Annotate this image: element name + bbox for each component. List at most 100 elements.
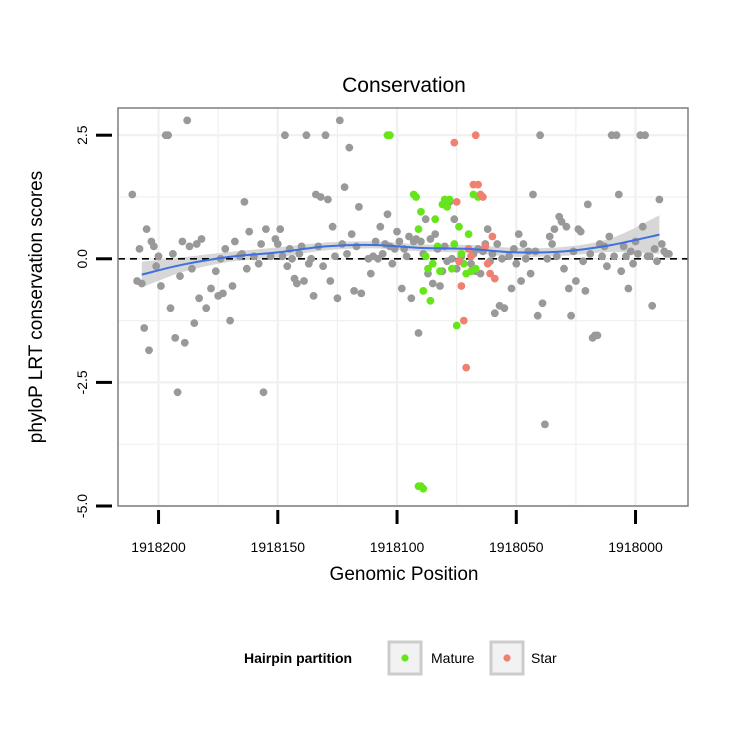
point-other [180,338,189,347]
point-other [326,277,335,285]
point-other [431,230,440,239]
y-tick-label: 2.5 [74,125,90,145]
x-tick-label: 1918150 [251,539,306,555]
point-other [541,420,549,429]
point-other [533,311,542,320]
y-tick-label: -2.5 [74,370,90,394]
point-other [340,183,349,192]
point-other [309,292,318,300]
point-other [355,203,363,211]
point-other [638,222,647,231]
point-other [545,232,554,241]
point-other [557,217,566,226]
point-other [324,195,332,204]
point-mature [426,296,435,305]
point-other [645,252,654,261]
point-other [183,116,192,125]
point-other [405,232,413,241]
point-other [333,294,342,303]
legend-mature-swatch [401,654,409,662]
point-other [562,222,571,231]
point-star [471,131,480,140]
point-other [378,250,387,258]
point-other [476,269,485,278]
point-other [169,250,177,258]
point-other [388,259,397,268]
x-axis: 1918200 1918150 1918100 1918050 1918000 [131,510,663,555]
point-other [560,264,568,273]
point-other [281,131,289,140]
point-other [219,289,227,298]
point-star [490,274,499,283]
point-other [507,284,516,293]
point-mature [448,264,456,273]
point-other [624,284,633,293]
chart-title: Conservation [342,74,466,97]
point-other [231,237,239,246]
point-other [543,254,552,263]
point-other [402,252,411,261]
point-other [240,198,249,206]
point-other [185,242,194,251]
point-other [226,316,235,325]
point-other [500,304,509,313]
point-other [152,262,161,271]
point-other [166,304,175,313]
point-mature [412,193,420,201]
point-other [603,262,611,271]
point-mature [471,264,480,273]
point-other [157,282,165,290]
point-other [171,334,180,342]
point-other [176,272,184,280]
point-other [262,225,270,234]
point-other [335,116,344,125]
point-other [188,264,196,273]
point-other [135,245,144,253]
point-mature [436,267,444,276]
point-other [195,294,204,303]
point-other [490,309,499,318]
point-other [414,329,423,337]
point-star [479,193,487,201]
point-other [328,222,337,231]
point-star [488,232,497,241]
point-other [371,237,380,246]
x-tick-label: 1918100 [370,539,425,555]
point-other [483,225,492,234]
point-other [617,267,626,276]
point-other [357,289,366,298]
point-other [576,227,585,236]
point-other [173,388,182,397]
legend-title: Hairpin partition [244,650,352,666]
point-other [197,235,206,243]
y-axis-label: phyloP LRT conservation scores [26,171,47,444]
point-other [650,245,659,253]
point-other [564,284,573,293]
point-other [593,331,602,340]
point-other [273,240,282,248]
point-other [648,301,657,310]
legend-star-swatch [503,654,511,662]
point-other [192,240,201,248]
point-other [350,287,358,295]
data-points [128,116,673,493]
point-star [452,198,461,206]
point-star [450,138,459,147]
smooth-trend-line [141,233,660,276]
point-other [498,254,506,263]
point-star [481,242,490,251]
point-other [450,215,459,224]
point-other [331,252,339,261]
point-mature [386,131,394,140]
point-mature [417,207,425,216]
point-other [448,254,456,263]
legend: Hairpin partition Mature Star [244,640,557,676]
y-tick-label: 0.0 [74,249,90,269]
point-other [610,252,618,261]
point-other [302,131,311,140]
point-other [634,250,642,258]
point-other [319,262,327,271]
point-other [321,131,330,140]
panel-border [117,107,689,507]
